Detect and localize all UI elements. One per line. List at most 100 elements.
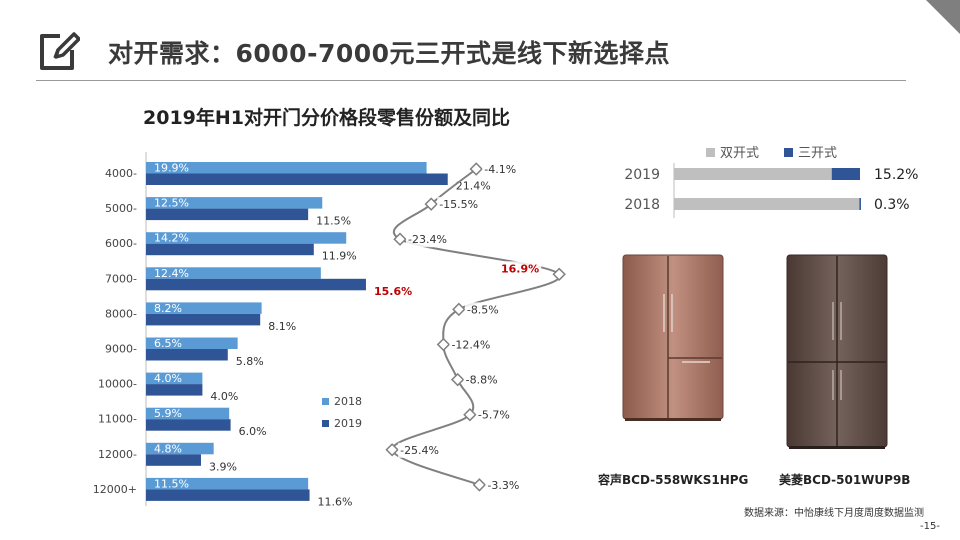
- yoy-marker-8: [385, 443, 399, 457]
- yoy-label-9: -3.3%: [487, 479, 519, 492]
- fridge-image-meiling: [786, 254, 888, 450]
- bar-2018-7: [146, 407, 230, 420]
- bar-2018-2: [146, 232, 347, 244]
- yoy-label-2: -23.4%: [408, 233, 447, 246]
- tick-label-3: 7000-: [105, 272, 137, 285]
- data-label-2019-3: 15.6%: [374, 285, 412, 298]
- page-title: 对开需求：6000-7000元三开式是线下新选择点: [108, 39, 671, 68]
- yoy-marker-0: [469, 162, 483, 176]
- door-year-2019: 2019: [624, 167, 660, 183]
- tick-label-8: 12000-: [98, 448, 137, 461]
- door-year-2018: 2018: [624, 197, 660, 213]
- data-label-2019-9: 11.6%: [318, 495, 353, 508]
- yoy-label-6: -8.8%: [466, 374, 498, 387]
- yoy-label-bg-4: [464, 302, 503, 318]
- data-label-2018-5: 6.5%: [154, 337, 182, 350]
- bar-2019-7: [146, 419, 231, 431]
- data-label-2019-7: 6.0%: [239, 425, 267, 438]
- edit-icon: [40, 32, 80, 70]
- bar-2018-9: [146, 477, 309, 490]
- tick-label-6: 10000-: [98, 378, 137, 391]
- yoy-label-bg-1: [437, 197, 476, 213]
- legend-label-2018: 2018: [334, 395, 362, 408]
- tick-label-1: 5000-: [105, 202, 137, 215]
- yoy-label-bg-9: [485, 477, 524, 493]
- source-note: 数据来源：中怡康线下月度周度数据监测: [744, 508, 924, 519]
- tick-label-9: 12000+: [93, 483, 137, 496]
- tick-label-4: 8000-: [105, 307, 137, 320]
- legend-label-double-door: 双开式: [720, 146, 759, 161]
- bar-2018-8: [146, 442, 214, 455]
- data-label-2018-7: 5.9%: [154, 407, 182, 420]
- data-label-2018-8: 4.8%: [154, 442, 182, 455]
- door-bar-double-2018: [674, 198, 860, 210]
- yoy-marker-7: [463, 407, 477, 422]
- yoy-marker-1: [424, 197, 438, 211]
- yoy-line: [391, 168, 561, 486]
- yoy-label-7: -5.7%: [478, 409, 510, 422]
- yoy-label-bg-7: [475, 407, 514, 423]
- data-label-2018-1: 12.5%: [154, 197, 189, 210]
- door-bar-triple-2019: [831, 168, 860, 180]
- yoy-marker-4: [452, 302, 466, 317]
- yoy-marker-2: [393, 232, 407, 246]
- legend-swatch-double-door: [706, 148, 715, 157]
- tick-label-0: 4000-: [105, 167, 137, 180]
- yoy-label-8: -25.4%: [400, 444, 439, 457]
- yoy-label-bg-6: [463, 372, 502, 388]
- door-bar-triple-2018: [859, 198, 861, 210]
- bar-2019-6: [146, 384, 203, 396]
- fridge-caption-rongsheng: 容声BCD-558WKS1HPG: [598, 473, 749, 487]
- data-label-2019-5: 5.8%: [236, 355, 264, 368]
- yoy-marker-5: [436, 337, 451, 352]
- fridge-image-rongsheng: [622, 254, 724, 422]
- data-label-2018-3: 12.4%: [154, 267, 189, 280]
- bar-2019-8: [146, 454, 201, 466]
- data-label-2019-8: 3.9%: [209, 460, 237, 473]
- yoy-marker-6: [450, 372, 465, 387]
- yoy-label-3: 16.9%: [501, 262, 539, 275]
- page-number: -15-: [920, 521, 940, 532]
- bar-2019-0: [146, 173, 448, 185]
- bar-2019-9: [146, 489, 310, 501]
- yoy-label-1: -15.5%: [439, 198, 478, 211]
- fridge-caption-meiling: 美菱BCD-501WUP9B: [779, 473, 911, 487]
- legend-swatch-triple-door: [784, 148, 793, 157]
- bar-2019-3: [146, 278, 366, 291]
- yoy-label-bg-2: [406, 232, 444, 248]
- door-value-2018: 0.3%: [874, 197, 910, 213]
- tick-label-5: 9000-: [105, 343, 137, 356]
- data-label-2018-6: 4.0%: [154, 372, 182, 385]
- yoy-marker-9: [472, 478, 487, 492]
- bar-2019-4: [146, 313, 261, 326]
- bar-2018-1: [146, 197, 323, 209]
- yoy-label-5: -12.4%: [451, 339, 490, 352]
- door-value-2019: 15.2%: [874, 167, 918, 183]
- data-label-2019-6: 4.0%: [210, 390, 238, 403]
- data-label-2019-1: 11.5%: [316, 215, 351, 228]
- bar-2019-5: [146, 349, 228, 361]
- bar-2018-3: [146, 267, 321, 279]
- tick-label-2: 6000-: [105, 237, 137, 250]
- legend-label-triple-door: 三开式: [798, 146, 837, 161]
- bar-2019-1: [146, 208, 309, 221]
- data-label-2019-4: 8.1%: [268, 320, 296, 333]
- yoy-label-bg-3: [503, 261, 542, 277]
- bar-2018-4: [146, 302, 262, 314]
- yoy-label-bg-0: [482, 162, 521, 177]
- tick-label-7: 11000-: [98, 413, 137, 426]
- data-label-2018-2: 14.2%: [154, 232, 189, 245]
- yoy-label-4: -8.5%: [467, 303, 499, 316]
- legend-label-2019: 2019: [334, 417, 362, 430]
- yoy-label-bg-5: [449, 337, 488, 353]
- yoy-label-bg-8: [398, 442, 437, 458]
- yoy-label-0: -4.1%: [484, 163, 516, 176]
- legend-swatch-2018: [322, 398, 329, 405]
- data-label-2018-9: 11.5%: [154, 477, 189, 490]
- chart-title: 2019年H1对开门分价格段零售份额及同比: [143, 107, 511, 129]
- corner-tab: [926, 0, 960, 34]
- bar-2018-0: [146, 162, 427, 174]
- yoy-marker-3: [552, 267, 566, 282]
